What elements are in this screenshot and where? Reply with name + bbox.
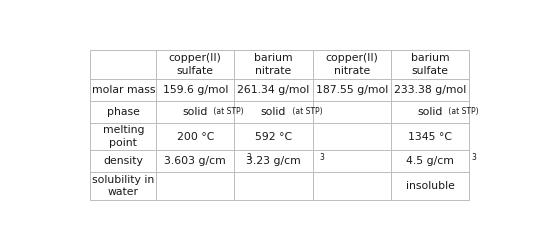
Text: 1345 °C: 1345 °C bbox=[408, 132, 452, 142]
Text: melting
point: melting point bbox=[103, 125, 144, 148]
Text: insoluble: insoluble bbox=[406, 181, 454, 191]
Text: 159.6 g/mol: 159.6 g/mol bbox=[163, 85, 228, 95]
Text: 3: 3 bbox=[471, 153, 476, 162]
Text: (at STP): (at STP) bbox=[289, 107, 322, 116]
Text: solid: solid bbox=[417, 107, 443, 117]
Text: barium
nitrate: barium nitrate bbox=[254, 53, 293, 76]
Text: density: density bbox=[103, 156, 143, 166]
Text: copper(II)
sulfate: copper(II) sulfate bbox=[169, 53, 222, 76]
Text: 3: 3 bbox=[320, 153, 325, 162]
Text: 200 °C: 200 °C bbox=[176, 132, 214, 142]
Text: barium
sulfate: barium sulfate bbox=[411, 53, 449, 76]
Text: 4.5 g/cm: 4.5 g/cm bbox=[406, 156, 454, 166]
Text: solid: solid bbox=[261, 107, 286, 117]
Text: (at STP): (at STP) bbox=[446, 107, 479, 116]
Text: copper(II)
nitrate: copper(II) nitrate bbox=[325, 53, 378, 76]
Text: 3.603 g/cm: 3.603 g/cm bbox=[164, 156, 226, 166]
Text: 233.38 g/mol: 233.38 g/mol bbox=[394, 85, 466, 95]
Text: (at STP): (at STP) bbox=[211, 107, 244, 116]
Text: molar mass: molar mass bbox=[92, 85, 155, 95]
Text: phase: phase bbox=[107, 107, 140, 117]
Text: 3.23 g/cm: 3.23 g/cm bbox=[246, 156, 301, 166]
Text: 592 °C: 592 °C bbox=[255, 132, 292, 142]
Text: solid: solid bbox=[182, 107, 208, 117]
Text: 187.55 g/mol: 187.55 g/mol bbox=[316, 85, 388, 95]
Text: 261.34 g/mol: 261.34 g/mol bbox=[238, 85, 310, 95]
Text: solubility in
water: solubility in water bbox=[92, 175, 155, 197]
Text: 3: 3 bbox=[247, 153, 252, 162]
